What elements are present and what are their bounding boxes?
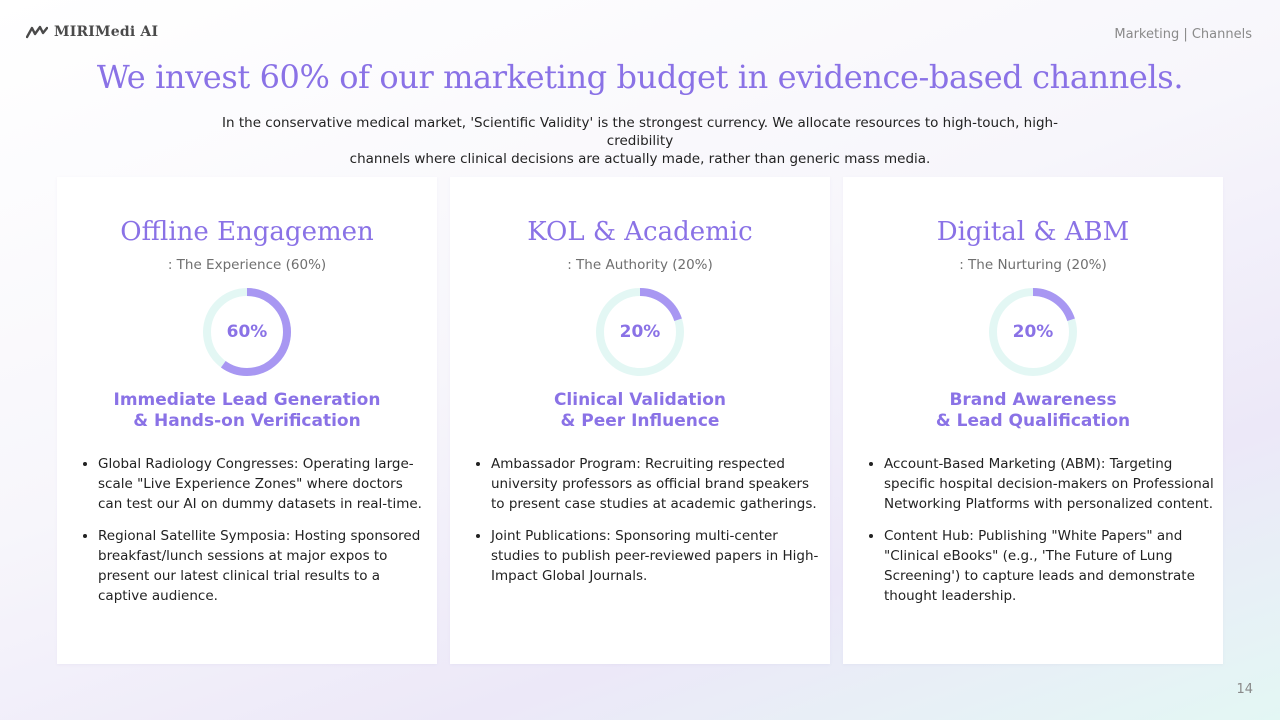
bullet-item: Account-Based Marketing (ABM): Targeting… [884, 454, 1214, 514]
card-title: KOL & Academic [527, 217, 753, 247]
donut-chart: 20% [594, 286, 686, 378]
card-focus: Brand Awareness & Lead Qualification [843, 390, 1223, 432]
brand-logo: MIRIMedi AI [26, 24, 158, 40]
bullet-item: Regional Satellite Symposia: Hosting spo… [98, 526, 428, 606]
card-subtitle: : The Authority (20%) [567, 257, 713, 273]
card-focus: Immediate Lead Generation & Hands-on Ver… [57, 390, 437, 432]
bullet-list: Account-Based Marketing (ABM): Targeting… [869, 454, 1214, 618]
donut-percent: 60% [226, 322, 268, 342]
focus-line: Clinical Validation [553, 390, 727, 410]
focus-line: & Hands-on Verification [133, 411, 361, 431]
bullet-list: Ambassador Program: Recruiting respected… [476, 454, 821, 598]
subtitle-line: channels where clinical decisions are ac… [349, 151, 931, 167]
section-tag: Marketing | Channels [1114, 27, 1252, 42]
page-subtitle: In the conservative medical market, 'Sci… [190, 114, 1090, 168]
focus-line: Brand Awareness [949, 390, 1117, 410]
channel-card-kol: KOL & Academic : The Authority (20%) 20%… [450, 177, 830, 664]
logo-text: MIRIMedi AI [54, 24, 159, 40]
logo-mark-icon [26, 25, 48, 39]
focus-line: Immediate Lead Generation [113, 390, 381, 410]
card-subtitle: : The Experience (60%) [167, 257, 327, 273]
card-focus: Clinical Validation & Peer Influence [450, 390, 830, 432]
bullet-item: Global Radiology Congresses: Operating l… [98, 454, 428, 514]
donut-percent: 20% [619, 322, 661, 342]
focus-line: & Lead Qualification [935, 411, 1131, 431]
donut-arc [989, 288, 1077, 376]
donut-chart: 60% [201, 286, 293, 378]
subtitle-line: In the conservative medical market, 'Sci… [222, 115, 1058, 149]
donut-chart: 20% [987, 286, 1079, 378]
donut-arc [596, 288, 684, 376]
bullet-item: Ambassador Program: Recruiting respected… [491, 454, 821, 514]
donut-arc [203, 288, 291, 376]
card-title: Digital & ABM [936, 217, 1130, 247]
bullet-item: Content Hub: Publishing "White Papers" a… [884, 526, 1214, 606]
card-subtitle: : The Nurturing (20%) [959, 257, 1107, 273]
focus-line: & Peer Influence [560, 411, 720, 431]
donut-percent: 20% [1012, 322, 1054, 342]
page-title: We invest 60% of our marketing budget in… [96, 58, 1184, 96]
page-number: 14 [1236, 682, 1253, 697]
card-title: Offline Engagemen [120, 217, 374, 247]
bullet-list: Global Radiology Congresses: Operating l… [83, 454, 428, 618]
channel-card-offline: Offline Engagemen : The Experience (60%)… [57, 177, 437, 664]
bullet-item: Joint Publications: Sponsoring multi-cen… [491, 526, 821, 586]
channel-card-digital: Digital & ABM : The Nurturing (20%) 20% … [843, 177, 1223, 664]
